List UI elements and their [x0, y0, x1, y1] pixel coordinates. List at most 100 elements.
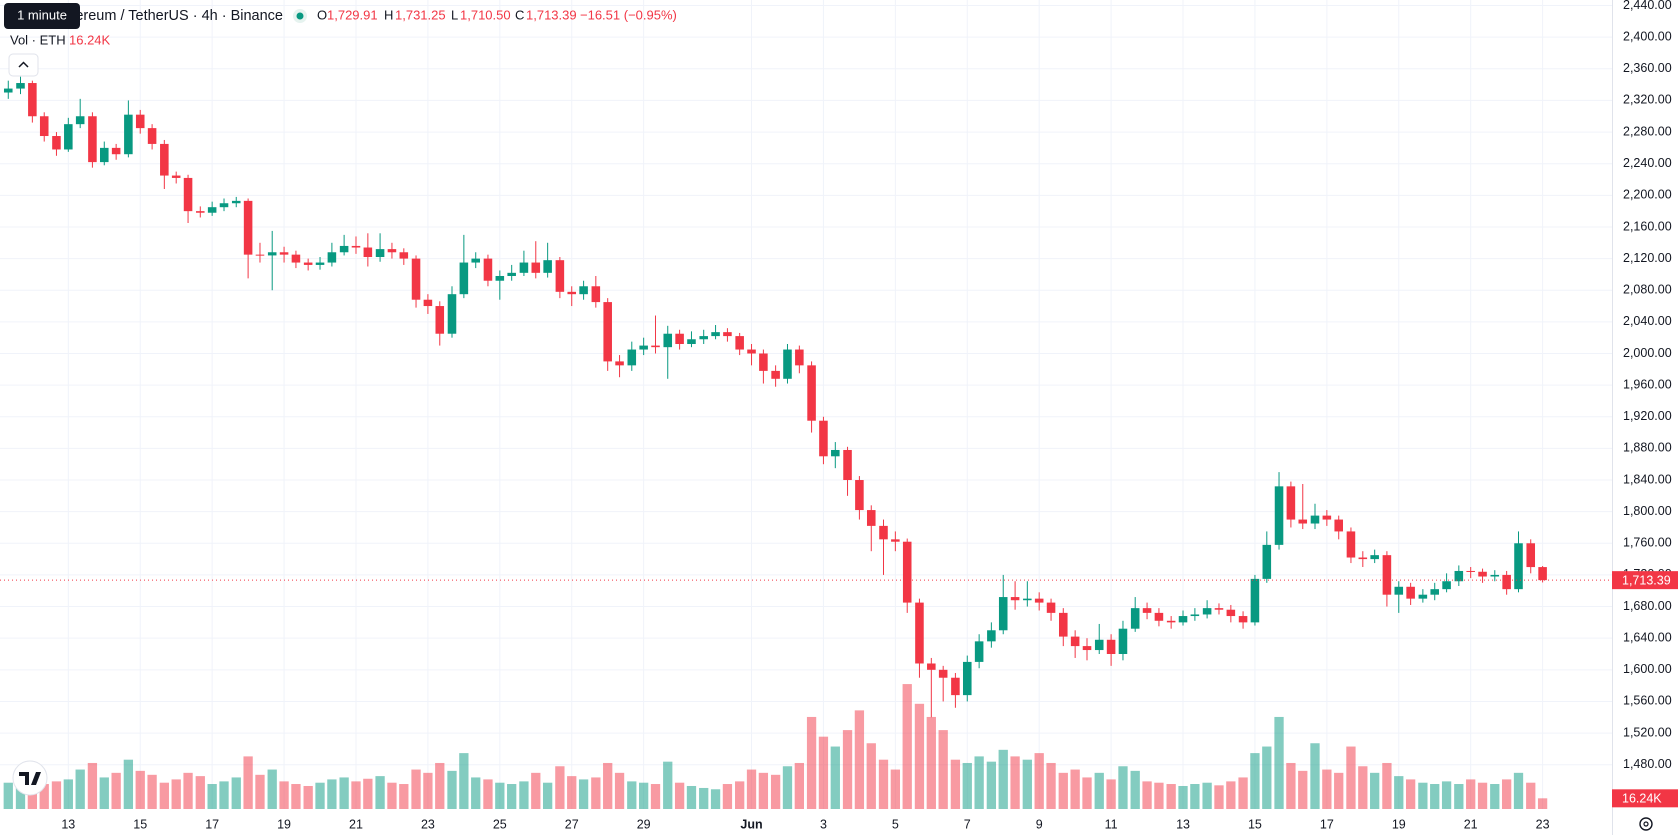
volume-bar: [267, 769, 277, 809]
x-tick-label: 9: [1036, 817, 1043, 831]
volume-bar: [794, 762, 804, 809]
y-tick-label: 2,320.00: [1623, 93, 1672, 107]
x-tick-label: 17: [205, 817, 219, 831]
volume-bar: [75, 769, 85, 809]
volume-bar: [1441, 781, 1452, 809]
change-value: −16.51 (−0.95%): [580, 7, 677, 22]
volume-bar: [531, 772, 541, 809]
candle-body: [447, 294, 457, 334]
candle-body: [1023, 598, 1032, 601]
candle-body: [1238, 616, 1248, 623]
y-tick-label: 2,240.00: [1623, 156, 1672, 170]
volume-bar: [770, 774, 781, 809]
candle-body: [1190, 614, 1200, 617]
volume-bar: [1454, 784, 1464, 809]
candle-body: [687, 339, 696, 345]
y-tick-label: 2,160.00: [1623, 219, 1672, 233]
volume-bar: [1118, 766, 1128, 809]
candle-body: [39, 116, 49, 137]
x-tick-label: 23: [421, 817, 435, 831]
candle-body: [603, 302, 612, 362]
symbol-title[interactable]: Ethereum / TetherUS · 4h · Binance: [54, 8, 283, 24]
volume-bar: [1526, 782, 1536, 809]
candle-body: [1322, 515, 1332, 520]
collapse-button[interactable]: [8, 53, 39, 77]
volume-bar: [1250, 753, 1260, 809]
volume-bar: [339, 777, 349, 809]
volume-bar: [1130, 770, 1140, 809]
volume-bar: [423, 772, 433, 809]
settings-button[interactable]: [1639, 817, 1653, 831]
candle-body: [1526, 543, 1536, 568]
volume-bar: [735, 781, 745, 809]
x-tick-label: 21: [349, 817, 363, 831]
candle-body: [135, 114, 145, 129]
volume-bar: [51, 781, 62, 809]
candle-body: [591, 286, 601, 303]
volume-bar: [231, 777, 241, 809]
volume-legend-label[interactable]: Vol · ETH: [10, 32, 66, 47]
y-tick-label: 2,080.00: [1623, 283, 1672, 297]
volume-bar: [1166, 784, 1176, 809]
volume-bar: [3, 782, 13, 809]
candle-body: [998, 597, 1008, 631]
volume-bar: [1286, 762, 1296, 809]
open-value: 1,729.91: [327, 7, 378, 22]
volume-bar: [1034, 753, 1044, 809]
volume-bar: [1477, 782, 1488, 809]
candle-body: [1046, 602, 1056, 613]
volume-bar: [207, 784, 217, 809]
candle-body: [1346, 531, 1356, 558]
candle-body: [1226, 609, 1236, 617]
candle-body: [279, 252, 289, 255]
high-label: H: [384, 7, 393, 22]
volume-bar: [1046, 762, 1056, 809]
x-tick-label: 23: [1536, 817, 1550, 831]
volume-bar: [399, 784, 409, 809]
candle-body: [219, 203, 229, 208]
candle-body: [902, 541, 912, 603]
volume-bar: [375, 776, 385, 809]
plot-area: [0, 0, 1613, 835]
candle-body: [1034, 598, 1044, 603]
logo-button[interactable]: [12, 760, 48, 796]
x-tick-label: 3: [820, 817, 827, 831]
volume-bar: [1154, 782, 1164, 809]
volume-bar: [1490, 784, 1500, 809]
candle-body: [507, 272, 516, 276]
y-tick-label: 1,880.00: [1623, 441, 1672, 455]
candle-body: [1059, 612, 1068, 637]
volume-bar: [950, 759, 961, 809]
volume-bar: [1238, 777, 1248, 809]
volume-bar: [1082, 777, 1092, 809]
x-tick-label: 13: [1176, 817, 1190, 831]
x-tick-label: 21: [1464, 817, 1478, 831]
logo-icon: [19, 772, 41, 785]
volume-bar: [363, 778, 373, 809]
volume-bar: [495, 782, 505, 809]
volume-bar: [519, 781, 529, 809]
volume-bar: [758, 772, 769, 809]
volume-bar: [1358, 766, 1368, 809]
open-label: O: [317, 7, 327, 22]
candle-body: [124, 114, 133, 155]
y-tick-label: 2,280.00: [1623, 124, 1672, 138]
candle-body: [891, 539, 900, 542]
candle-body: [651, 345, 660, 348]
candle-body: [915, 602, 924, 664]
volume-bar: [974, 756, 984, 809]
x-tick-label: 11: [1105, 817, 1118, 831]
candle-body: [1286, 486, 1296, 520]
candle-body: [52, 136, 61, 150]
volume-bar: [1106, 779, 1116, 809]
candle-body: [1298, 519, 1308, 524]
candle-body: [1262, 544, 1272, 579]
volume-bar: [507, 784, 517, 809]
volume-bar: [1202, 782, 1212, 809]
volume-bar: [686, 785, 697, 809]
market-status-dot: [296, 12, 304, 20]
x-tick-label: 29: [637, 817, 651, 831]
volume-bar: [1142, 781, 1152, 809]
candle-body: [962, 661, 972, 696]
